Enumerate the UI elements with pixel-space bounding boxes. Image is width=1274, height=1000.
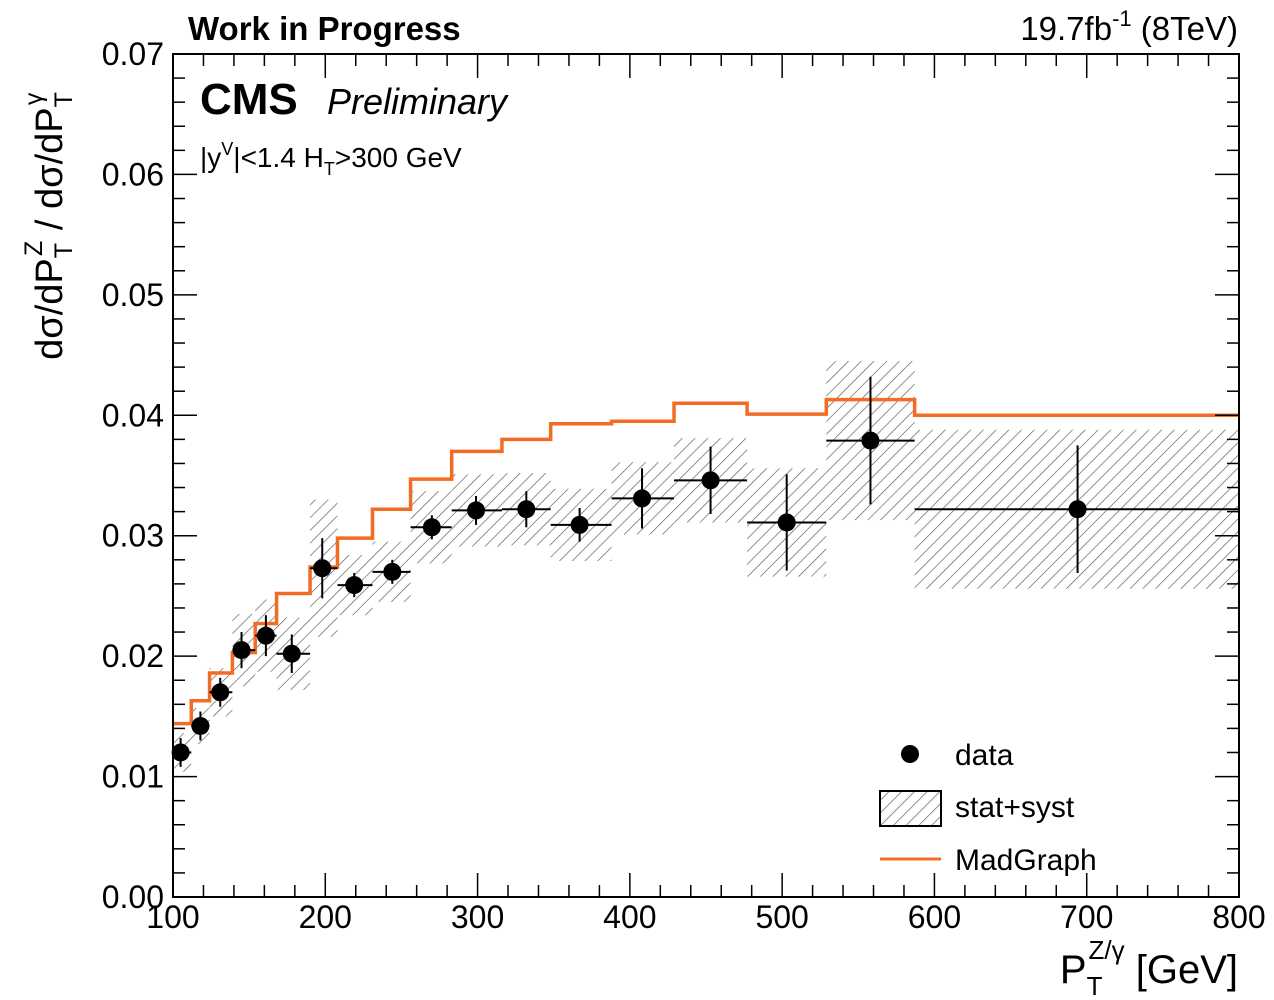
y-axis-title: dσ/dPTZ / dσ/dPTγ: [20, 92, 78, 360]
madgraph-line: [173, 397, 1239, 726]
y-tick-label: 0.02: [102, 638, 164, 674]
luminosity-energy: (8TeV): [1132, 10, 1238, 47]
preliminary-label: Preliminary: [327, 81, 509, 122]
data-point: [501, 491, 551, 528]
data-marker: [256, 626, 275, 645]
cut-rapidity: |y: [200, 142, 221, 173]
data-marker: [232, 641, 251, 660]
data-marker: [633, 489, 652, 508]
cut-rapidity-value: |<1.4 H: [233, 142, 324, 173]
data-marker: [211, 683, 230, 702]
data-point: [451, 495, 502, 525]
x-tick-label: 700: [1060, 899, 1113, 935]
data-marker: [282, 644, 301, 663]
axis-ticks: [172, 53, 1240, 898]
data-point: [337, 573, 373, 598]
x-axis-title: PT Z/γ [GeV]: [1060, 935, 1238, 1000]
data-marker: [1068, 500, 1087, 519]
data-point: [209, 677, 233, 707]
y-axis-title-den-sup: γ: [20, 92, 48, 105]
y-tick-labels: 0.00 0.01 0.02 0.03 0.04 0.05 0.06 0.07: [102, 36, 164, 915]
legend-band-swatch: [879, 790, 942, 827]
madgraph-series: [173, 397, 1239, 726]
x-axis-title-sup: Z/γ: [1089, 935, 1125, 965]
y-tick-label: 0.01: [102, 759, 164, 795]
data-point: [611, 468, 675, 529]
selection-cuts-label: |yV|<1.4 HT>300 GeV: [200, 139, 462, 179]
data-marker: [345, 576, 364, 595]
x-tick-label: 800: [1212, 899, 1265, 935]
legend: data stat+syst MadGraph: [879, 739, 1097, 877]
y-tick-label: 0.00: [102, 879, 164, 915]
y-axis-title-num-sup: Z: [20, 241, 48, 256]
data-marker: [313, 559, 332, 578]
data-marker: [383, 562, 402, 581]
y-tick-label: 0.05: [102, 277, 164, 313]
data-marker: [777, 513, 796, 532]
y-axis-title-den: / dσ/dP: [29, 107, 71, 240]
luminosity-label: 19.7fb-1 (8TeV): [1020, 6, 1238, 47]
data-marker: [467, 501, 486, 520]
data-marker: [191, 716, 210, 735]
data-point: [372, 559, 411, 584]
y-tick-label: 0.03: [102, 518, 164, 554]
data-point: [410, 515, 452, 540]
data-marker: [517, 500, 536, 519]
x-tick-label: 100: [146, 899, 199, 935]
data-point: [255, 615, 277, 657]
x-tick-label: 400: [603, 899, 656, 935]
data-marker: [422, 518, 441, 537]
y-tick-label: 0.04: [102, 397, 164, 433]
plot-frame: [172, 53, 1240, 898]
data-marker: [570, 515, 589, 534]
x-axis-title-base: P: [1060, 948, 1087, 992]
data-point: [276, 634, 311, 674]
cut-ht-sub: T: [324, 159, 335, 179]
legend-data-marker: [901, 745, 919, 763]
x-tick-label: 300: [451, 899, 504, 935]
cms-label: CMS: [200, 75, 298, 124]
work-in-progress-label: Work in Progress: [188, 10, 461, 47]
y-tick-label: 0.07: [102, 36, 164, 72]
data-point: [191, 711, 210, 741]
y-axis-title-den-sub: T: [50, 92, 78, 107]
data-marker: [861, 431, 880, 450]
x-tick-label: 600: [908, 899, 961, 935]
y-axis-title-num: dσ/dP: [29, 258, 71, 360]
data-point: [747, 474, 827, 571]
data-point: [826, 376, 915, 505]
cut-ht-value: >300 GeV: [335, 142, 462, 173]
data-point: [232, 632, 256, 669]
x-tick-label: 500: [755, 899, 808, 935]
x-axis-title-sub: T: [1087, 971, 1103, 1000]
data-point: [550, 508, 612, 542]
luminosity-unit-exponent: -1: [1112, 6, 1132, 31]
legend-madgraph-label: MadGraph: [955, 844, 1097, 877]
y-axis-title-num-sub: T: [50, 243, 78, 258]
legend-band-label: stat+syst: [955, 791, 1075, 824]
data-marker: [701, 471, 720, 490]
x-tick-labels: 100 200 300 400 500 600 700 800: [146, 899, 1265, 935]
legend-data-label: data: [955, 739, 1014, 772]
x-axis-title-unit: [GeV]: [1125, 948, 1238, 992]
data-point: [310, 538, 338, 599]
x-tick-label: 200: [299, 899, 352, 935]
data-point: [674, 446, 748, 515]
luminosity-value: 19.7fb: [1020, 10, 1112, 47]
data-point: [914, 445, 1239, 574]
cut-rapidity-sup: V: [221, 139, 233, 159]
y-tick-label: 0.06: [102, 156, 164, 192]
